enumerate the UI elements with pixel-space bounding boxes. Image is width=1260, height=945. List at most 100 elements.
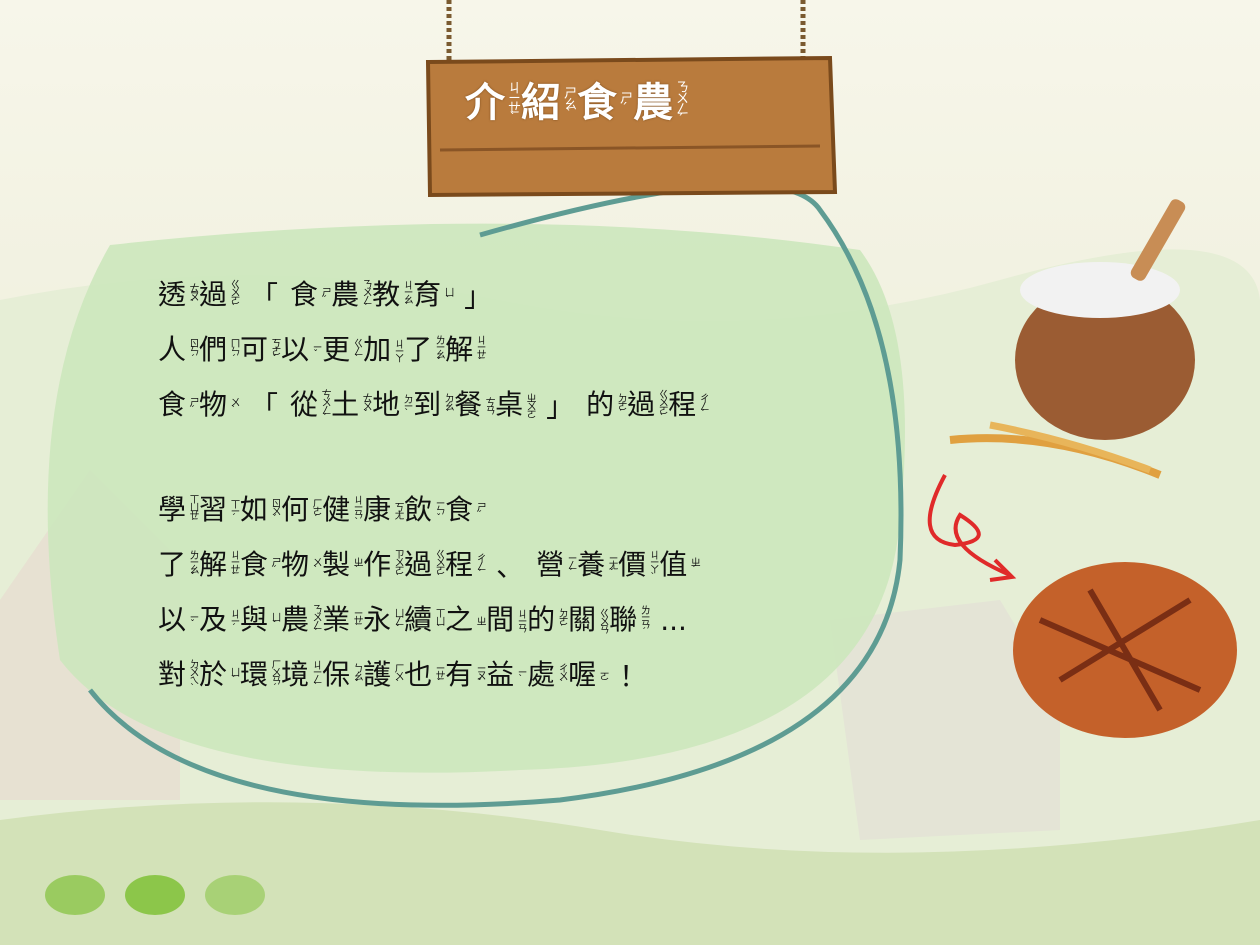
zhuyin: ㄧㄡˇ (474, 663, 486, 687)
text-line: 以ㄧˇ 及ㄐㄧˊ 與ㄩˇ 農ㄋㄨㄥˊ 業ㄧㄝˋ 永ㄩㄥˇ 續ㄒㄩˋ 之ㄓ間ㄐㄧㄢ的ㄉㄜ˙ 關ㄍㄨ… (158, 595, 699, 645)
character: 加 (363, 333, 392, 366)
punctuation: 「 (250, 280, 279, 313)
character: 如 (240, 493, 269, 526)
zhuyin: ㄌㄧㄢˊ (638, 604, 650, 636)
ruby-char: 續ㄒㄩˋ (404, 603, 444, 636)
zhuyin: ㄌㄧㄠˇ (187, 549, 199, 581)
ruby-char: 護ㄏㄨˋ (363, 661, 403, 689)
character: 養 (577, 548, 606, 581)
ruby-char: 農ㄋㄨㄥˊ (633, 80, 688, 126)
ruby-char: 境ㄐㄧㄥˋ (281, 659, 322, 691)
character: 食 (577, 80, 617, 126)
ruby-char: 保ㄅㄠˇ (322, 658, 362, 691)
zhuyin: ㄍㄨㄛˋ (656, 388, 668, 422)
ruby-char: 業ㄧㄝˋ (322, 606, 362, 634)
ruby-char: 地ㄉㄧˋ (372, 388, 413, 421)
zhuyin: ㄩˊ (228, 666, 240, 684)
ruby-char: 餐ㄘㄢ (454, 391, 494, 419)
character: 對 (158, 658, 187, 691)
character: 過 (199, 278, 228, 311)
character: 地 (372, 388, 401, 421)
zhuyin: ㄎㄤ (392, 502, 404, 518)
ruby-char: 關ㄍㄨㄢ (568, 603, 609, 636)
character: 食 (240, 548, 269, 581)
wood-grain (439, 144, 821, 152)
zhuyin: ㄇㄣˊ (228, 337, 240, 363)
ruby-char: 到ㄉㄠˋ (413, 391, 453, 419)
character: 價 (618, 548, 647, 581)
text-line: 了ㄌㄧㄠˇ 解ㄐㄧㄝˇ 食ㄕˊ 物ㄨˋ 製ㄓˋ 作ㄗㄨㄛˋ 過ㄍㄨㄛˋ 程ㄔㄥˊ、營ㄧㄥˊ 養ㄧ… (158, 540, 700, 590)
ruby-char: 作ㄗㄨㄛˋ (363, 548, 404, 582)
ruby-char: 間ㄐㄧㄢ (486, 606, 526, 634)
ruby-char: 以ㄧˇ (158, 606, 198, 634)
zhuyin: ㄌㄧㄠˇ (433, 334, 445, 366)
bread-cuts (1038, 588, 1202, 712)
zhuyin: ㄍㄨㄢ (597, 608, 609, 632)
zhuyin: ㄔㄨˋ (556, 662, 568, 688)
arrow (927, 474, 1011, 577)
zhuyin: ㄐㄧㄝˇ (474, 334, 486, 366)
character: 透 (158, 278, 187, 311)
zhuyin: ㄖㄣˊ (187, 337, 199, 363)
character: 關 (568, 603, 597, 636)
character: 過 (404, 548, 433, 581)
punctuation: ... (660, 603, 687, 637)
zhuyin: ㄓˊ (688, 556, 700, 574)
zhuyin: ㄕˊ (269, 556, 281, 574)
character: 物 (199, 388, 228, 421)
ruby-char: 食ㄕˊ (577, 80, 632, 126)
zhuyin: ㄓ (474, 616, 486, 624)
ruby-char: 有ㄧㄡˇ (445, 661, 486, 689)
text-blob (47, 223, 905, 773)
flour-sack (1015, 280, 1195, 440)
punctuation: 」 (546, 390, 575, 423)
zhuyin: ㄍㄨㄛˋ (228, 278, 240, 312)
ruby-char: 也ㄧㄝˇ (404, 661, 444, 689)
character: 續 (404, 603, 433, 636)
zhuyin: ㄧˇ (310, 342, 322, 358)
ruby-char: 喔ㄛ (568, 661, 609, 689)
ruby-char: 了ㄌㄧㄠˇ (158, 548, 199, 581)
character: 紹 (521, 80, 561, 126)
zhuyin: ㄍㄥˋ (351, 337, 363, 363)
zhuyin: ㄛ (597, 671, 609, 679)
ruby-char: 值ㄓˊ (659, 551, 700, 579)
zhuyin: ㄧㄥˊ (565, 553, 577, 577)
ruby-char: 食ㄕˊ (240, 548, 281, 581)
ruby-char: 養ㄧㄤˇ (577, 548, 617, 581)
zhuyin: ㄨˋ (310, 556, 322, 574)
ruby-char: 過ㄍㄨㄛˋ (627, 388, 668, 422)
wood-sign (425, 55, 838, 198)
zhuyin: ㄨˋ (228, 396, 240, 414)
zhuyin: ㄔㄥˊ (474, 552, 486, 578)
punctuation: 、 (496, 550, 525, 583)
ruby-char: 教ㄐㄧㄠˋ (372, 279, 413, 311)
zhuyin: ㄐㄧㄥˋ (310, 659, 322, 691)
character: 們 (199, 333, 228, 366)
character: 保 (322, 658, 351, 691)
zhuyin: ㄗㄨㄛˋ (392, 548, 404, 582)
character: 程 (668, 388, 697, 421)
ruby-char: 從ㄘㄨㄥˊ (290, 389, 330, 422)
zhuyin: ㄕˊ (319, 286, 331, 304)
zhuyin: ㄉㄜ˙ (556, 607, 568, 633)
character: 人 (158, 333, 187, 366)
ruby-char: 透ㄊㄡˋ (158, 278, 198, 311)
ruby-char: 飲ㄧㄣˇ (404, 496, 444, 524)
character: 處 (527, 658, 556, 691)
ruby-char: 健ㄐㄧㄢˋ (322, 495, 362, 526)
ruby-char: 及ㄐㄧˊ (199, 606, 239, 634)
zhuyin: ㄐㄧㄠˋ (401, 279, 413, 311)
zhuyin: ㄉㄧˋ (401, 393, 413, 417)
character: 介 (465, 80, 505, 126)
zhuyin: ㄐㄧㄝˋ (505, 81, 520, 125)
ruby-char: 物ㄨˋ (281, 551, 322, 579)
ruby-char: 可ㄎㄜˇ (240, 336, 280, 364)
character: 土 (331, 388, 360, 421)
zhuyin: ㄕˊ (187, 396, 199, 414)
character: 解 (199, 548, 228, 581)
ruby-char: 營ㄧㄥˊ (536, 551, 577, 579)
zhuyin: ㄒㄩㄝˊ (187, 493, 199, 527)
character: 了 (158, 548, 187, 581)
ruby-char: 過ㄍㄨㄛˋ (199, 278, 240, 312)
